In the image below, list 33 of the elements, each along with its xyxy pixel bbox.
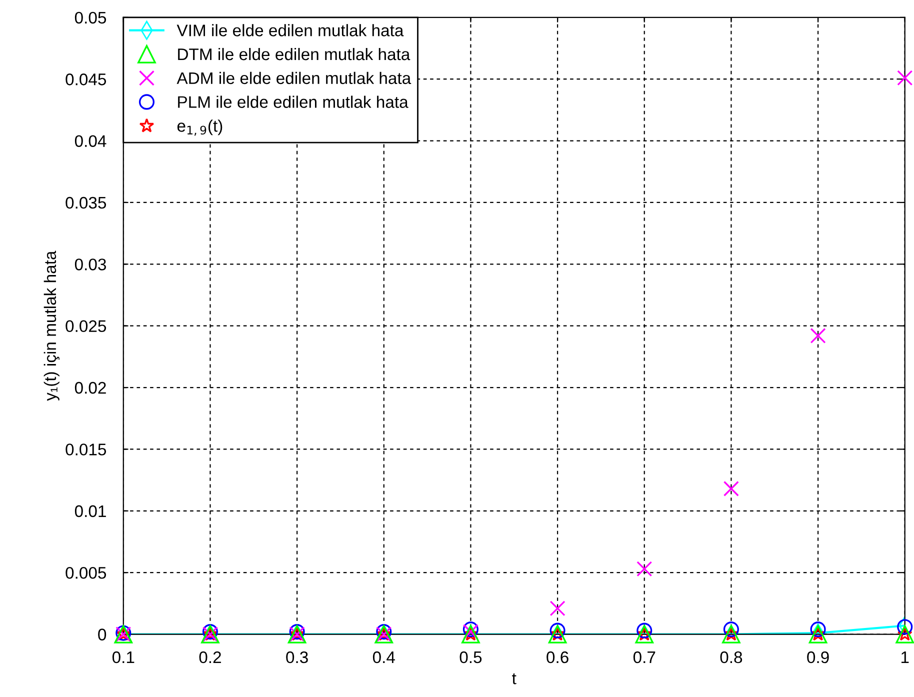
x-tick-label: 0.7 [633,651,656,664]
point [550,600,566,616]
x-tick-label: 0.6 [546,651,568,664]
x-axis-title: t [512,673,516,684]
x-tick-label: 0.8 [720,651,742,664]
legend-label: VIM ile elde edilen mutlak hata [176,24,404,36]
point [723,480,739,496]
y-tick-label: 0.045 [66,74,106,86]
point [897,70,913,86]
legend-label: PLM ile elde edilen mutlak hata [178,96,408,108]
x-tick-label: 0.9 [807,651,829,664]
y-tick-label: 0.05 [74,12,106,24]
legend-label: ADM ile elde edilen mutlak hata [176,72,412,84]
x-tick-label: 1 [901,652,909,664]
y-tick-label: 0.04 [74,135,106,147]
y-tick-label: 0.02 [74,382,106,394]
x-tick-label: 0.3 [286,651,308,664]
x-tick-label: 0.4 [372,651,395,664]
legend-label: e$_{1,9}$(t) [177,120,222,136]
y-tick-label: 0.01 [74,505,106,518]
y-tick-label: 0.015 [66,444,106,456]
x-tick-label: 0.2 [199,651,221,664]
y-tick-label: 0.035 [66,196,106,209]
legend-label: DTM ile elde edilen mutlak hata [178,48,410,60]
y-tick-label: 0 [98,628,106,640]
y-tick-label: 0.025 [66,320,106,332]
point [810,328,826,344]
point [636,561,652,577]
y-axis-title: y₁(t) için mutlak hata [44,250,60,401]
x-tick-label: 0.1 [112,651,134,664]
y-tick-label: 0.005 [66,566,106,579]
y-tick-label: 0.03 [74,258,106,270]
x-tick-label: 0.5 [460,651,482,664]
